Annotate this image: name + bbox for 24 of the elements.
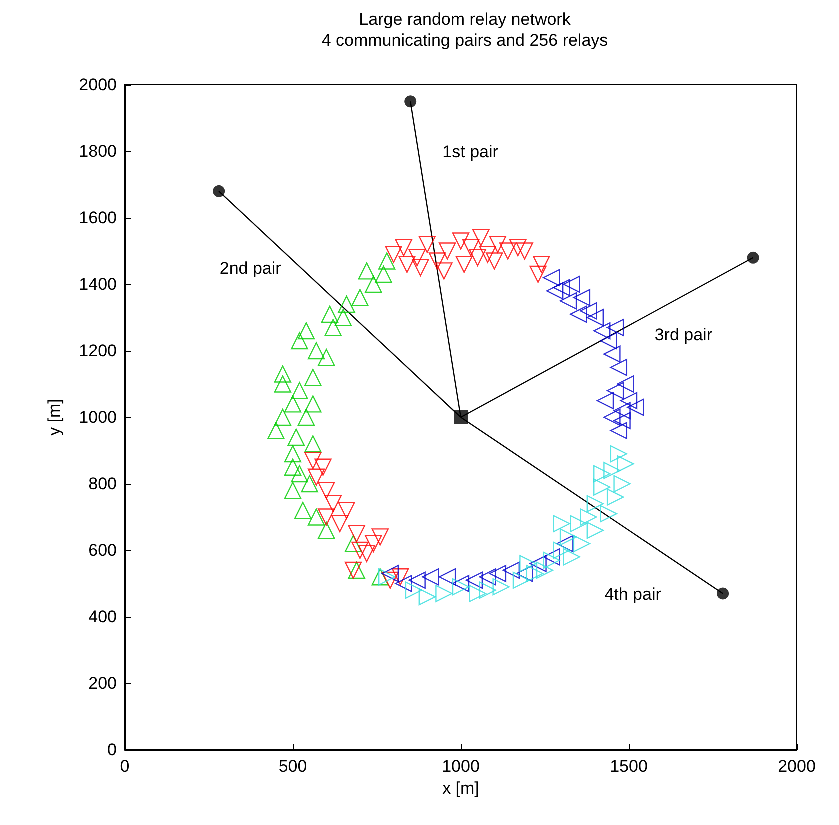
chart-subtitle: 4 communicating pairs and 256 relays <box>322 31 608 50</box>
series-label: 4th pair <box>604 584 662 604</box>
y-tick-label: 400 <box>88 608 117 626</box>
x-tick-label: 2000 <box>778 757 816 776</box>
y-tick-label: 1400 <box>79 275 117 294</box>
y-tick-label: 2000 <box>79 76 117 94</box>
y-tick-label: 1200 <box>79 342 117 360</box>
y-tick-label: 600 <box>88 541 117 560</box>
chart-title: Large random relay network <box>359 10 572 29</box>
y-tick-label: 800 <box>88 474 117 494</box>
x-tick-label: 1000 <box>442 757 480 776</box>
series-label: 2nd pair <box>220 258 282 278</box>
x-tick-label: 0 <box>120 757 130 776</box>
y-tick-label: 0 <box>108 740 117 760</box>
x-tick-label: 500 <box>278 757 308 776</box>
y-tick-label: 200 <box>88 674 117 693</box>
y-tick-label: 1800 <box>79 142 117 161</box>
series-label: 3rd pair <box>654 325 713 344</box>
series-label: 1st pair <box>442 142 499 162</box>
y-axis-title: y [m] <box>45 399 64 436</box>
x-tick-label: 1500 <box>610 757 648 776</box>
x-axis-title: x [m] <box>442 779 480 798</box>
y-tick-label: 1000 <box>79 408 117 427</box>
y-tick-label: 1600 <box>79 208 117 228</box>
